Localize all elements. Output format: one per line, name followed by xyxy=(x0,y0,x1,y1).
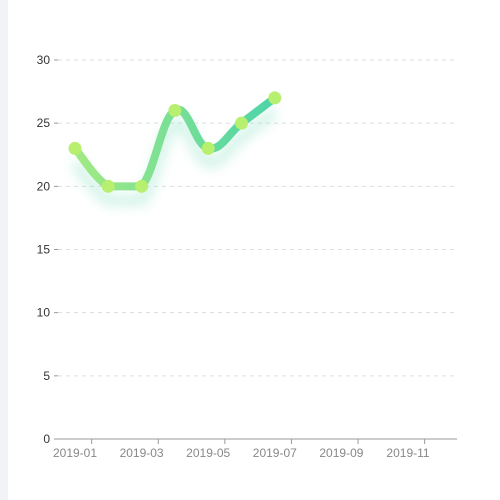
x-tick-labels: 2019-01 2019-03 2019-05 2019-07 2019-09 2019-… xyxy=(53,446,430,460)
data-point-marker[interactable] xyxy=(135,179,149,193)
axes xyxy=(54,59,457,444)
series-layer xyxy=(68,91,282,206)
x-tick-label: 2019-07 xyxy=(253,446,297,460)
x-tick-label: 2019-09 xyxy=(319,446,363,460)
y-tick-label: 15 xyxy=(37,243,51,257)
y-tick-label: 5 xyxy=(43,369,50,383)
data-point-marker[interactable] xyxy=(268,91,282,105)
data-point-marker[interactable] xyxy=(68,141,82,155)
side-strip xyxy=(0,0,8,500)
y-tick-label: 10 xyxy=(37,306,51,320)
y-tick-label: 30 xyxy=(37,53,51,67)
y-tick-label: 25 xyxy=(37,116,51,130)
data-point-marker[interactable] xyxy=(201,141,215,155)
x-tick-label: 2019-03 xyxy=(120,446,164,460)
y-tick-labels: 0 5 10 15 20 25 30 xyxy=(37,53,51,446)
x-tick-label: 2019-11 xyxy=(386,446,429,460)
data-point-marker[interactable] xyxy=(168,104,182,118)
y-tick-label: 20 xyxy=(37,179,51,193)
series-line-shadow xyxy=(71,107,278,206)
x-tick-label: 2019-01 xyxy=(53,446,97,460)
data-point-marker[interactable] xyxy=(235,116,248,130)
x-tick-label: 2019-05 xyxy=(186,446,230,460)
y-tick-label: 0 xyxy=(43,432,50,446)
data-point-marker[interactable] xyxy=(101,179,115,193)
